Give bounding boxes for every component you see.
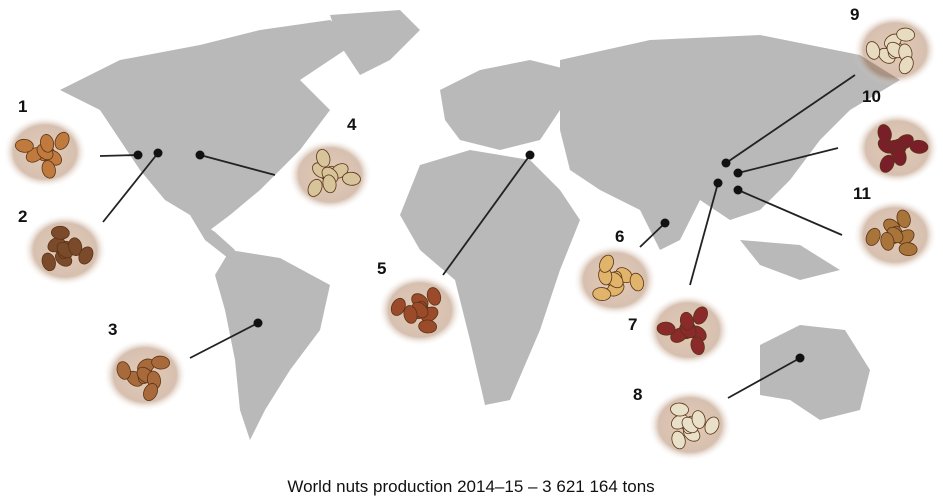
location-dot <box>722 159 731 168</box>
marker-label: 2 <box>18 207 27 226</box>
marker: 6 <box>573 219 670 317</box>
marker-label: 3 <box>108 320 117 339</box>
marker-label: 7 <box>628 315 637 334</box>
location-dot <box>154 149 163 158</box>
caption: World nuts production 2014–15 – 3 621 16… <box>287 477 654 496</box>
location-dot <box>661 219 670 228</box>
location-dot <box>134 151 143 160</box>
marker-label: 4 <box>347 115 357 134</box>
location-dot <box>196 151 205 160</box>
location-dot <box>254 319 263 328</box>
location-dot <box>796 354 805 363</box>
marker-label: 1 <box>18 97 27 116</box>
leader-line <box>100 155 138 156</box>
marker-label: 11 <box>853 184 871 203</box>
marker: 8 <box>633 354 805 462</box>
leader-line <box>103 153 158 222</box>
marker-label: 6 <box>615 227 624 246</box>
location-dot <box>734 186 743 195</box>
location-dot <box>734 169 743 178</box>
marker-label: 5 <box>377 259 386 278</box>
map-infographic: 1 2 3 4 5 6 7 8 9 10 11 World nuts production 2014… <box>0 0 943 502</box>
location-dot <box>526 151 535 160</box>
marker-label: 8 <box>633 385 642 404</box>
leader-line <box>738 190 842 235</box>
marker-label: 10 <box>862 87 881 106</box>
location-dot <box>714 179 723 188</box>
marker-label: 9 <box>850 5 859 24</box>
